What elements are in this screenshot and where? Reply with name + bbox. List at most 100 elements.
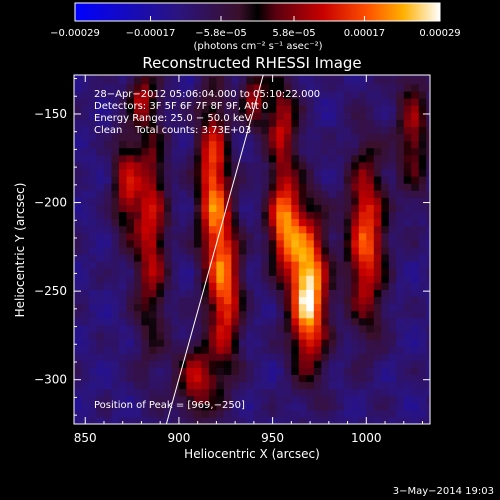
heatmap-cell xyxy=(328,409,337,418)
heatmap-cell xyxy=(313,289,322,298)
heatmap-cell xyxy=(268,353,277,361)
heatmap-cell xyxy=(246,360,255,368)
heatmap-cell xyxy=(208,268,217,276)
heatmap-cell xyxy=(81,90,90,99)
heatmap-cell xyxy=(253,211,262,220)
heatmap-cell xyxy=(178,289,188,298)
heatmap-cell xyxy=(96,183,105,191)
heatmap-cell xyxy=(186,402,195,411)
heatmap-cell xyxy=(81,83,90,92)
heatmap-cell xyxy=(291,381,300,390)
heatmap-cell xyxy=(231,168,240,177)
heatmap-cell xyxy=(186,90,195,99)
heatmap-cell xyxy=(238,395,247,404)
heatmap-cell xyxy=(313,83,322,92)
heatmap-cell xyxy=(351,310,360,319)
heatmap-cell xyxy=(343,140,352,149)
heatmap-cell xyxy=(373,83,382,92)
heatmap-cell xyxy=(313,232,322,241)
heatmap-cell xyxy=(253,409,262,418)
heatmap-cell xyxy=(74,338,83,347)
heatmap-cell xyxy=(193,225,203,234)
heatmap-cell xyxy=(298,175,307,184)
heatmap-cell xyxy=(418,289,427,298)
heatmap-cell xyxy=(186,296,195,305)
heatmap-cell xyxy=(351,218,360,227)
heatmap-cell xyxy=(291,218,300,227)
heatmap-cell xyxy=(403,211,412,220)
heatmap-cell xyxy=(313,296,322,305)
heatmap-cell xyxy=(381,289,390,298)
heatmap-cell xyxy=(306,303,315,312)
heatmap-cell xyxy=(186,388,195,397)
heatmap-cell xyxy=(351,268,360,276)
heatmap-cell xyxy=(126,175,135,184)
heatmap-cell xyxy=(96,190,105,198)
heatmap-cell xyxy=(231,197,240,205)
heatmap-cell xyxy=(373,367,382,375)
heatmap-cell xyxy=(208,346,217,354)
heatmap-cell xyxy=(186,197,195,205)
heatmap-cell xyxy=(388,296,397,305)
heatmap-cell xyxy=(411,168,420,177)
heatmap-cell xyxy=(96,282,105,290)
heatmap-cell xyxy=(261,338,270,347)
heatmap-cell xyxy=(178,296,188,305)
heatmap-cell xyxy=(306,331,315,340)
heatmap-cell xyxy=(336,381,345,390)
heatmap-cell xyxy=(328,331,337,340)
heatmap-cell xyxy=(111,204,120,213)
heatmap-cell xyxy=(126,416,135,424)
heatmap-cell xyxy=(298,197,307,205)
heatmap-cell xyxy=(373,126,382,135)
heatmap-cell xyxy=(366,133,375,142)
heatmap-cell xyxy=(186,147,195,156)
heatmap-cell xyxy=(306,310,315,319)
heatmap-cell xyxy=(343,204,352,213)
heatmap-cell xyxy=(178,402,188,411)
heatmap-cell xyxy=(223,232,232,241)
heatmap-cell xyxy=(118,395,128,404)
heatmap-cell xyxy=(328,338,337,347)
heatmap-cell xyxy=(298,75,307,78)
heatmap-cell xyxy=(261,98,270,106)
heatmap-cell xyxy=(201,204,210,213)
heatmap-cell xyxy=(171,374,180,383)
heatmap-cell xyxy=(306,154,315,163)
heatmap-cell xyxy=(313,105,322,113)
heatmap-cell xyxy=(238,275,247,283)
heatmap-cell xyxy=(103,331,113,340)
heatmap-cell xyxy=(74,395,83,404)
heatmap-cell xyxy=(133,253,143,262)
heatmap-cell xyxy=(216,133,225,142)
heatmap-cell xyxy=(96,140,105,149)
heatmap-cell xyxy=(156,147,165,156)
heatmap-cell xyxy=(358,374,367,383)
heatmap-cell xyxy=(148,253,158,262)
heatmap-cell xyxy=(186,353,195,361)
heatmap-cell xyxy=(321,140,330,149)
heatmap-cell xyxy=(253,126,262,135)
heatmap-cell xyxy=(133,140,143,149)
heatmap-cell xyxy=(231,253,240,262)
heatmap-cell xyxy=(238,324,247,333)
heatmap-cell xyxy=(396,353,405,361)
heatmap-cell xyxy=(351,168,360,177)
heatmap-cell xyxy=(313,261,322,269)
heatmap-cell xyxy=(178,346,188,354)
heatmap-cell xyxy=(133,402,143,411)
heatmap-cell xyxy=(253,161,262,170)
heatmap-cell xyxy=(268,140,277,149)
heatmap-cell xyxy=(283,190,292,198)
heatmap-cell xyxy=(186,154,195,163)
heatmap-cell xyxy=(321,246,330,255)
heatmap-cell xyxy=(403,232,412,241)
heatmap-cell xyxy=(133,98,143,106)
heatmap-cell xyxy=(261,133,270,142)
heatmap-cell xyxy=(96,83,105,92)
heatmap-cell xyxy=(178,211,188,220)
heatmap-cell xyxy=(268,388,277,397)
heatmap-cell xyxy=(238,317,247,326)
heatmap-cell xyxy=(141,112,150,120)
heatmap-cell xyxy=(388,261,397,269)
